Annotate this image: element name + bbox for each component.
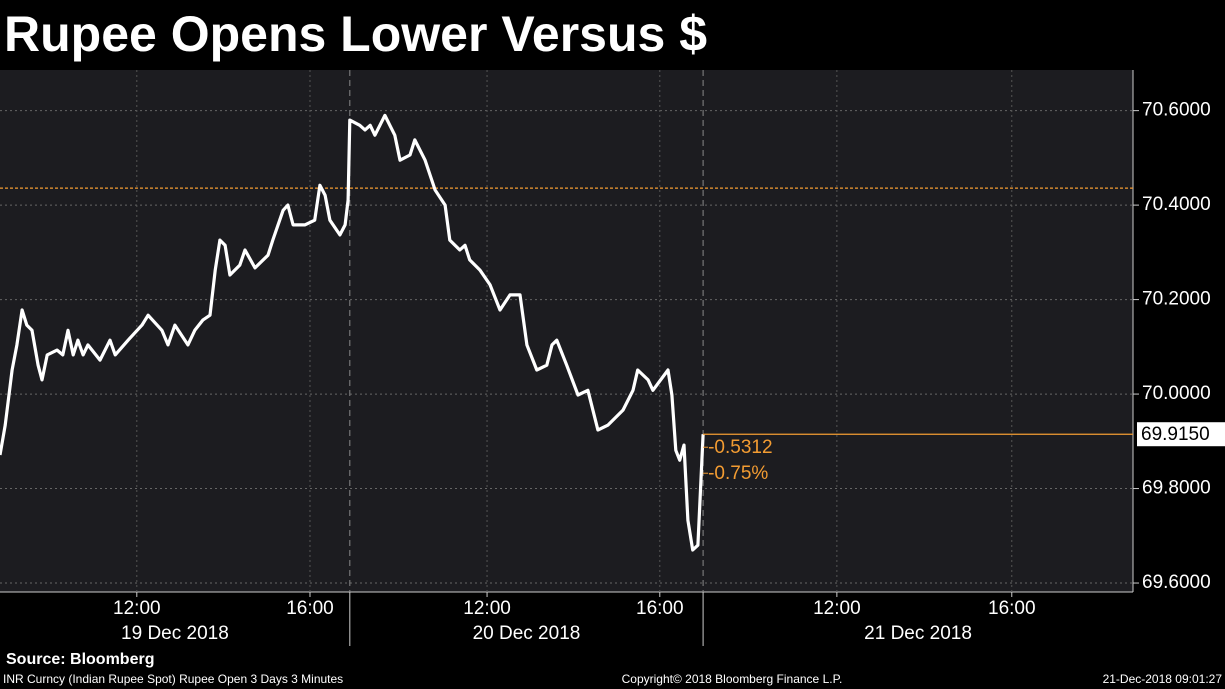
day-label: 21 Dec 2018	[864, 623, 972, 644]
footer-left: INR Curncy (Indian Rupee Spot) Rupee Ope…	[3, 672, 343, 686]
x-tick-label: 12:00	[463, 598, 511, 619]
plot-area	[0, 70, 1133, 592]
day-label: 19 Dec 2018	[121, 623, 229, 644]
y-tick-label: 69.6000	[1142, 572, 1211, 593]
annotation: -0.75%	[708, 463, 768, 484]
x-tick-label: 12:00	[813, 598, 861, 619]
footer-right: 21-Dec-2018 09:01:27	[1103, 672, 1223, 686]
last-price-box	[1137, 422, 1225, 447]
annotation: -0.5312	[708, 437, 772, 458]
x-tick-label: 16:00	[988, 598, 1036, 619]
last-price-label: 69.9150	[1141, 424, 1210, 445]
x-tick-label: 12:00	[113, 598, 161, 619]
x-tick-label: 16:00	[286, 598, 334, 619]
chart-title: Rupee Opens Lower Versus $	[4, 6, 707, 62]
y-tick-label: 70.0000	[1142, 383, 1211, 404]
y-tick-label: 70.6000	[1142, 100, 1211, 121]
price-line	[0, 113, 705, 552]
day-label: 20 Dec 2018	[473, 623, 581, 644]
x-tick-label: 16:00	[636, 598, 684, 619]
footer-center: Copyright© 2018 Bloomberg Finance L.P.	[622, 672, 843, 686]
source: Source: Bloomberg	[6, 651, 154, 668]
y-tick-label: 70.4000	[1142, 194, 1211, 215]
y-tick-label: 69.8000	[1142, 478, 1211, 499]
y-tick-label: 70.2000	[1142, 289, 1211, 310]
